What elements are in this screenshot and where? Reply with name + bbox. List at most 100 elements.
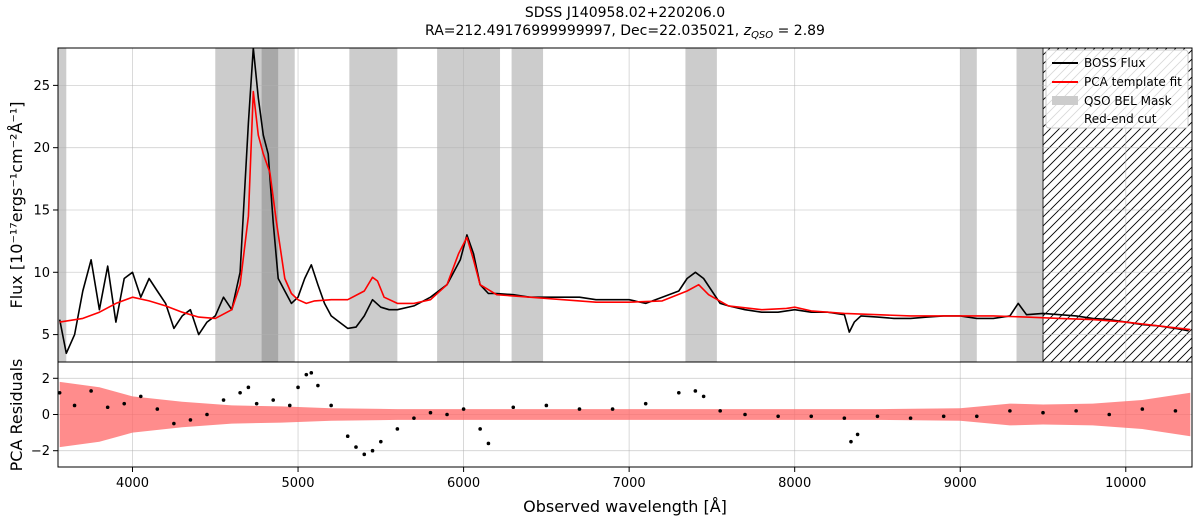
y-tick-label: 10 (33, 266, 50, 281)
mask-region-5 (685, 48, 717, 362)
residual-point (188, 418, 193, 422)
mask-region-2 (349, 48, 398, 362)
residual-point (1074, 409, 1078, 413)
y-tick-label: −2 (31, 444, 50, 459)
residual-point (72, 403, 77, 408)
x-tick-label: 8000 (778, 476, 811, 491)
residual-point (155, 407, 160, 411)
top-y-axis-label: Flux [10⁻¹⁷ergs⁻¹cm⁻²Å⁻¹] (7, 102, 26, 309)
legend-label-boss-flux: BOSS Flux (1084, 56, 1145, 70)
residual-point (428, 410, 433, 415)
mask-region-3 (437, 48, 501, 362)
y-tick-label: 2 (42, 372, 50, 387)
x-tick-label: 6000 (447, 476, 480, 491)
residual-point (875, 414, 880, 419)
top-gridlines (58, 48, 1192, 362)
bottom-series (58, 371, 1191, 457)
residual-point (1008, 409, 1012, 413)
residual-point (693, 389, 698, 393)
x-tick-label: 5000 (281, 476, 314, 491)
residual-point (221, 398, 226, 402)
residual-point (677, 390, 681, 395)
residual-point (511, 405, 516, 410)
residual-point (1041, 410, 1045, 415)
residual-point (296, 385, 300, 390)
residual-point (238, 390, 242, 395)
residual-point (718, 409, 722, 413)
mask-regions (58, 48, 1044, 362)
x-axis-label: Observed wavelength [Å] (523, 497, 727, 516)
residual-point (577, 407, 582, 411)
residual-point (379, 439, 383, 444)
residual-point (849, 439, 853, 444)
residual-point (316, 383, 320, 388)
residual-point (855, 432, 860, 437)
x-tick-label: 4000 (116, 476, 149, 491)
residual-point (287, 403, 292, 408)
residual-point (395, 427, 400, 431)
top-y-axis-ticks: 5 10 15 20 25 (33, 79, 58, 343)
residual-point (354, 445, 358, 449)
x-tick-label: 10000 (1105, 476, 1146, 491)
mask-region-0 (58, 48, 67, 362)
y-tick-label: 20 (33, 141, 50, 156)
residual-point (461, 407, 466, 411)
residual-point (246, 385, 251, 390)
mask-region-7 (1016, 48, 1044, 362)
mask-region-6 (960, 48, 977, 362)
legend-label-red-end-cut: Red-end cut (1084, 112, 1157, 126)
y-tick-label: 0 (42, 408, 50, 423)
residual-point (412, 416, 416, 420)
residual-error-band (59, 381, 1191, 448)
residual-point (776, 414, 780, 419)
legend-label-pca-fit: PCA template fit (1084, 75, 1182, 89)
residual-point (309, 371, 314, 375)
residual-point (743, 412, 747, 417)
top-series (58, 48, 1191, 355)
residual-point (205, 412, 209, 417)
residual-point (610, 407, 615, 411)
residual-point (172, 421, 176, 426)
x-tick-label: 9000 (944, 476, 977, 491)
residual-point (643, 401, 648, 406)
residual-point (89, 389, 93, 393)
residual-point (122, 401, 127, 406)
mask-region-4 (511, 48, 544, 362)
x-axis-ticks: 4000 5000 6000 7000 8000 9000 10000 (116, 467, 1146, 491)
series-line-pca-template-fit (59, 90, 1191, 331)
residual-point (362, 452, 367, 457)
residual-point (138, 394, 143, 399)
residual-point (486, 441, 491, 446)
legend-swatch-bel-mask (1052, 96, 1078, 105)
mask-region-1 (215, 48, 295, 362)
residual-point (544, 403, 549, 408)
residual-point (842, 416, 847, 420)
residual-point (370, 448, 375, 453)
bottom-y-axis-label: PCA Residuals (7, 359, 26, 472)
bottom-y-axis-ticks: −2 0 2 (31, 372, 58, 459)
residual-point (1140, 407, 1145, 411)
residual-point (105, 405, 110, 410)
residual-point (908, 416, 913, 420)
residual-point (1107, 412, 1112, 417)
residual-point (974, 414, 979, 419)
legend: BOSS Flux PCA template fit QSO BEL Mask … (1045, 49, 1189, 129)
x-tick-label: 7000 (613, 476, 646, 491)
residual-point (445, 412, 449, 417)
residual-point (254, 401, 259, 406)
y-tick-label: 15 (33, 203, 50, 218)
residual-point (809, 414, 814, 419)
series-line-boss-flux (58, 48, 1189, 355)
chart-title: SDSS J140958.02+220206.0 (525, 5, 725, 21)
mask-overlap-region-0 (261, 48, 279, 362)
residual-point (941, 414, 946, 419)
legend-label-bel-mask: QSO BEL Mask (1084, 94, 1172, 108)
residual-point (58, 390, 62, 395)
residual-point (701, 394, 706, 399)
residual-point (329, 403, 333, 408)
residual-point (271, 398, 276, 402)
residual-point (304, 372, 309, 377)
residual-point (478, 427, 482, 431)
y-tick-label: 25 (33, 79, 50, 94)
